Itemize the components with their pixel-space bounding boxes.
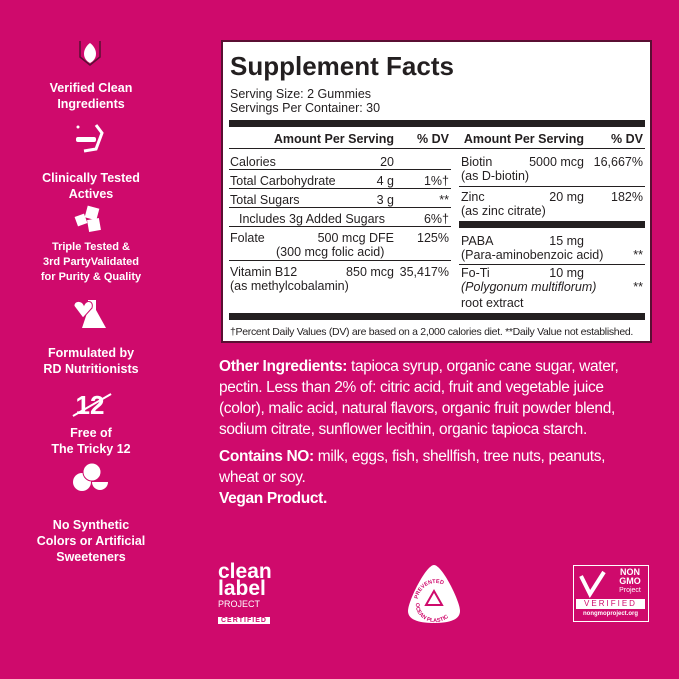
feature-label-line: Free of [70,426,112,440]
clean-label-project-logo: clean label PROJECT CERTIFIED [218,560,272,624]
nutrient-dv: 35,417% [399,265,449,279]
nutrient-amount: 20 [380,155,394,169]
footnote: †Percent Daily Values (DV) are based on … [230,326,634,338]
divider-line [229,188,451,189]
nutrient-amount: 20 mg [549,190,584,204]
nutrient-amount: 850 mcg [346,265,394,279]
prevented-ocean-plastic-logo: PREVENTED OCEAN PLASTIC [408,565,460,624]
nutrient-amount: 3 g [376,193,394,207]
fruit-icon [70,460,110,492]
butterfly-check-icon [579,570,606,598]
serving-size: Serving Size: 2 Gummies [230,87,372,101]
hands-leaf-icon [70,37,110,69]
nutrient-form: (Polygonum multiflorum) [461,280,597,294]
nutrient-form: (as methylcobalamin) [230,279,349,293]
feature-label-line: No Synthetic [52,518,130,532]
divider-line [229,207,451,208]
feature-label-line: Sweeteners [56,550,126,564]
facts-title: Supplement Facts [230,51,454,81]
crossed-12-icon: 12 [70,390,112,422]
nutrient-name: Biotin [461,155,493,169]
nutrient-name: Total Sugars [230,193,300,207]
nutrient-name: Zinc [461,190,485,204]
nutrient-name: Vitamin B12 [230,265,298,279]
other-ingredients-line: Other Ingredients: tapioca syrup, organi… [219,358,619,375]
feature-label: Verified Clean Ingredients [0,80,182,112]
feature-label-line: The Tricky 12 [51,442,131,456]
nutrient-form: root extract [461,296,524,310]
feature-label-line: 3rd PartyValidated [43,256,139,268]
feature-label: Formulated by RD Nutritionists [0,345,182,377]
feature-label-line: Ingredients [57,97,125,111]
divider-line [459,264,645,265]
heart-flask-icon [70,298,110,330]
divider-line [229,169,451,170]
feature-label-line: Verified Clean [49,81,133,95]
feature-label-line: Actives [68,187,114,201]
nutrient-dv: ** [633,280,643,294]
recycle-icon [424,588,444,606]
nutrient-name: Calories [230,155,276,169]
nutrient-form: (300 mcg folic acid) [276,245,385,259]
divider-bar [459,221,645,228]
feature-label-line: Formulated by [47,346,135,360]
contains-line: Contains NO: milk, eggs, fish, shellfish… [219,448,606,465]
microscope-icon [70,123,110,155]
feature-label: Triple Tested & 3rd PartyValidated for Pur… [0,240,182,285]
feature-label-line: Clinically Tested [42,171,140,185]
other-ingredients-line: pectin. Less than 2% of: citric acid, fr… [219,379,604,396]
nutrient-name: Total Carbohydrate [230,174,336,188]
nutrient-amount: 15 mg [549,234,584,248]
feature-label: No Synthetic Colors or Artificial Sweetene… [0,517,182,565]
nutrient-dv: 182% [611,190,643,204]
nutrient-form: (as D-biotin) [461,169,530,183]
nutrient-dv: 1%† [423,174,449,188]
divider-bar [229,120,645,127]
divider-line [229,260,451,261]
nutrient-amount: 500 mcg DFE [317,231,394,245]
servings-per-container: Servings Per Container: 30 [230,101,381,115]
feature-label-line: RD Nutritionists [43,362,139,376]
header-amount: Amount Per Serving [463,132,584,146]
nutrient-amount: 10 mg [549,266,584,280]
nutrient-dv: ** [439,193,449,207]
other-ingredients-line: (color), malic acid, natural flavors, or… [219,400,615,417]
nutrient-amount: 4 g [376,174,394,188]
nutrient-amount: 5000 mcg [529,155,584,169]
divider-line [229,226,451,227]
non-gmo-project-logo: NON GMO Project VERIFIED nongmoproject.o… [573,565,649,622]
feature-label-line: Colors or Artificial [36,534,146,548]
feature-label: Clinically Tested Actives [0,170,182,202]
nutrient-name: Fo-Ti [461,266,490,280]
nutrient-dv: ** [633,248,643,262]
nutrient-form: (Para-aminobenzoic acid) [461,248,604,262]
checklist-icon [70,203,110,235]
divider-bar [229,313,645,320]
nutrient-name: Folate [230,231,265,245]
vegan-label: Vegan Product. [219,490,327,507]
nutrient-form: (as zinc citrate) [461,204,546,218]
supplement-facts-panel: Supplement Facts Serving Size: 2 Gummies S… [221,40,652,343]
nutrient-dv: 16,667% [593,155,643,169]
ingredients-section: Other Ingredients: tapioca syrup, organi… [219,356,619,509]
header-amount: Amount Per Serving [273,132,394,146]
feature-label-line: Triple Tested & [51,241,131,253]
nutrient-name: PABA [461,234,494,248]
nutrient-dv: 6%† [423,212,449,226]
feature-label: Free of The Tricky 12 [0,425,182,457]
divider-line [459,186,645,187]
nutrient-name: Includes 3g Added Sugars [239,212,385,226]
header-dv: % DV [417,132,449,146]
nutrient-dv: 125% [417,231,449,245]
other-ingredients-line: sodium citrate, sunflower lecithin, orga… [219,421,587,438]
header-dv: % DV [611,132,643,146]
divider-line [229,148,645,149]
feature-label-line: for Purity & Quality [40,271,142,283]
contains-line: wheat or soy. [219,469,306,486]
